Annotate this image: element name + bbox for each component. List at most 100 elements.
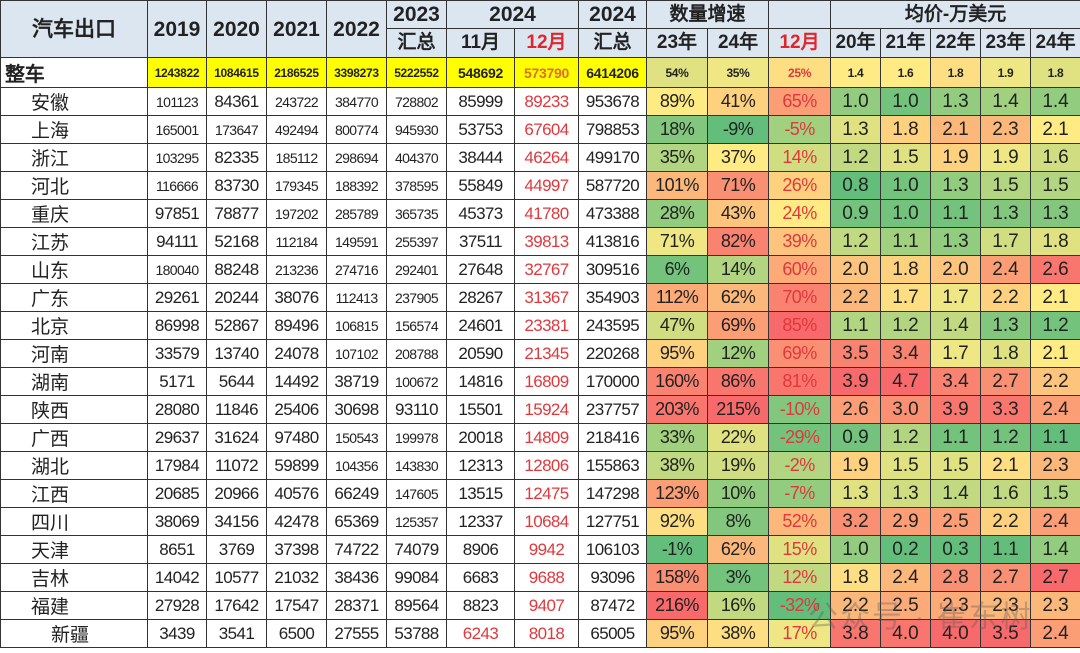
cell-growth-dec: 25%: [768, 57, 832, 88]
cell-price-24: 1.3: [1030, 199, 1080, 228]
cell-growth-24: 16%: [706, 591, 770, 620]
cell-price-24: 2.1: [1030, 115, 1080, 144]
cell-v2024-dec: 39813: [514, 227, 579, 256]
cell-growth-24: 69%: [706, 311, 770, 340]
cell-price-20: 1.2: [830, 143, 882, 172]
cell-v2023-total: 199978: [386, 423, 447, 452]
cell-v2022: 3398273: [326, 57, 387, 88]
cell-v2024-nov: 20590: [446, 339, 515, 368]
cell-v2023-total: 292401: [386, 255, 447, 284]
cell-v2024-nov: 12337: [446, 507, 515, 536]
cell-growth-dec: -2%: [768, 451, 832, 480]
cell-v2024-total: 170000: [578, 367, 647, 396]
cell-v2024-dec: 31367: [514, 283, 579, 312]
cell-v2024-total: 127751: [578, 507, 647, 536]
cell-price-20: 3.8: [830, 619, 882, 648]
cell-v2020: 52168: [206, 227, 267, 256]
row-label: 广东: [0, 283, 148, 312]
cell-v2021: 2186525: [266, 57, 327, 88]
cell-growth-24: 37%: [706, 143, 770, 172]
cell-v2022: 298694: [326, 143, 387, 172]
cell-price-22: 1.1: [930, 423, 982, 452]
cell-v2022: 65369: [326, 507, 387, 536]
cell-v2024-nov: 24601: [446, 311, 515, 340]
cell-price-22: 1.7: [930, 283, 982, 312]
cell-v2023-total: 156574: [386, 311, 447, 340]
cell-price-22: 1.7: [930, 339, 982, 368]
cell-price-20: 1.3: [830, 479, 882, 508]
cell-v2020: 11072: [206, 451, 267, 480]
row-label: 天津: [0, 535, 148, 564]
cell-v2022: 149591: [326, 227, 387, 256]
cell-v2019: 86998: [147, 311, 207, 340]
cell-v2022: 38436: [326, 563, 387, 592]
cell-v2024-dec: 21345: [514, 339, 579, 368]
cell-price-21: 1.8: [880, 115, 932, 144]
table-row: 江苏 94111 52168 112184 149591 255397 37511 39813…: [0, 227, 1080, 256]
cell-growth-23: 112%: [646, 283, 708, 312]
cell-price-22: 4.0: [930, 619, 982, 648]
cell-v2024-dec: 23381: [514, 311, 579, 340]
table-row: 广西 29637 31624 97480 150543 199978 20018 14809 2…: [0, 423, 1080, 452]
growth-group-header: 数量增速: [645, 0, 770, 29]
cell-price-23: 1.5: [980, 171, 1032, 200]
cell-v2020: 31624: [206, 423, 267, 452]
cell-price-20: 1.3: [830, 115, 882, 144]
cell-v2020: 3769: [206, 535, 267, 564]
cell-growth-24: 43%: [706, 199, 770, 228]
col-growth-dec: 12月: [768, 28, 832, 58]
col-nov: 11月: [446, 28, 515, 58]
cell-v2024-nov: 37511: [446, 227, 515, 256]
cell-growth-23: 71%: [646, 227, 708, 256]
cell-price-20: 1.0: [830, 87, 882, 116]
cell-v2023-total: 89564: [386, 591, 447, 620]
table-row: 天津 8651 3769 37398 74722 74079 8906 9942 106103-…: [0, 535, 1080, 564]
cell-v2020: 1084615: [206, 57, 267, 88]
cell-v2019: 116666: [147, 171, 207, 200]
cell-price-23: 2.2: [980, 283, 1032, 312]
cell-growth-dec: 81%: [768, 367, 832, 396]
cell-price-20: 1.8: [830, 563, 882, 592]
cell-v2024-dec: 32767: [514, 255, 579, 284]
cell-price-20: 1.1: [830, 311, 882, 340]
cell-v2021: 6500: [266, 619, 327, 648]
cell-price-23: 2.4: [980, 255, 1032, 284]
cell-price-21: 1.3: [880, 479, 932, 508]
cell-growth-24: 12%: [706, 339, 770, 368]
cell-growth-24: 19%: [706, 451, 770, 480]
col-2020: 2020: [206, 0, 267, 58]
cell-growth-23: 101%: [646, 171, 708, 200]
col-2021: 2021: [266, 0, 327, 58]
cell-growth-24: 62%: [706, 535, 770, 564]
cell-v2020: 83730: [206, 171, 267, 200]
cell-price-24: 1.6: [1030, 143, 1080, 172]
cell-v2022: 66249: [326, 479, 387, 508]
cell-price-23: 1.9: [980, 57, 1032, 88]
cell-v2021: 21032: [266, 563, 327, 592]
col-growth-23: 23年: [646, 28, 708, 58]
cell-v2021: 38076: [266, 283, 327, 312]
cell-price-24: 2.4: [1030, 395, 1080, 424]
cell-v2023-total: 74079: [386, 535, 447, 564]
cell-v2023-total: 125357: [386, 507, 447, 536]
cell-v2023-total: 378595: [386, 171, 447, 200]
col-price-21: 21年: [880, 28, 932, 58]
cell-v2021: 185112: [266, 143, 327, 172]
col-2022: 2022: [326, 0, 387, 58]
cell-growth-24: 71%: [706, 171, 770, 200]
cell-v2019: 17984: [147, 451, 207, 480]
cell-v2024-dec: 9688: [514, 563, 579, 592]
cell-price-23: 2.7: [980, 563, 1032, 592]
cell-price-21: 4.0: [880, 619, 932, 648]
cell-v2023-total: 53788: [386, 619, 447, 648]
cell-v2024-dec: 46264: [514, 143, 579, 172]
cell-v2020: 173647: [206, 115, 267, 144]
cell-price-21: 1.0: [880, 171, 932, 200]
cell-growth-dec: 85%: [768, 311, 832, 340]
col-growth-24: 24年: [706, 28, 770, 58]
cell-growth-24: 8%: [706, 507, 770, 536]
row-label: 湖南: [0, 367, 148, 396]
cell-v2024-nov: 14816: [446, 367, 515, 396]
cell-v2022: 112413: [326, 283, 387, 312]
cell-v2024-nov: 8906: [446, 535, 515, 564]
